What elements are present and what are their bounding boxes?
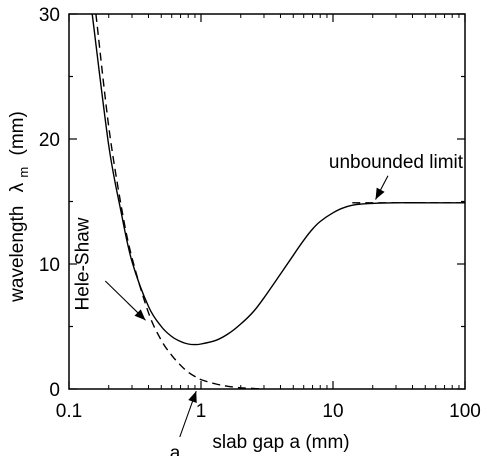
y-tick-label: 10 — [39, 255, 60, 276]
solid-curve-0 — [91, 14, 465, 346]
plot-frame — [68, 13, 466, 390]
y-tick-label: 0 — [49, 380, 60, 401]
annotation-a-c: ac — [170, 443, 188, 456]
tick-labels: 0.1 1 10 100 0 10 20 30 — [39, 5, 481, 422]
y-tick-label: 30 — [39, 5, 60, 26]
series-lines — [91, 14, 465, 389]
annotation-unbounded-limit: unbounded limit — [329, 152, 464, 173]
x-tick-label: 10 — [322, 401, 343, 422]
x-axis-label: slab gap a (mm) — [212, 432, 349, 453]
annotation-hele-shaw: Hele-Shaw — [72, 217, 93, 310]
annotation-a-c-main: a — [170, 443, 181, 456]
hele-shaw-arrow-head — [134, 309, 146, 321]
axis-ticks — [68, 13, 466, 390]
y-axis-label-unit: (mm) — [7, 111, 28, 155]
y-tick-label: 20 — [39, 130, 60, 151]
y-axis-label: wavelength λ m (mm) — [7, 111, 33, 303]
x-tick-label: 100 — [449, 401, 481, 422]
x-tick-label: 1 — [196, 401, 207, 422]
annotations: unbounded limit Hele-Shaw ac — [72, 152, 463, 456]
annotation-a-c-subscript: c — [180, 452, 187, 456]
unbounded-arrow-head — [375, 187, 385, 200]
y-axis-label-lambda: λ — [7, 182, 28, 192]
y-axis-label-subscript: m — [16, 167, 31, 178]
y-axis-label-main: wavelength — [7, 206, 28, 303]
dashed-curve-1 — [95, 14, 265, 389]
x-tick-label: 0.1 — [56, 401, 82, 422]
a-c-arrow-head — [188, 391, 197, 403]
